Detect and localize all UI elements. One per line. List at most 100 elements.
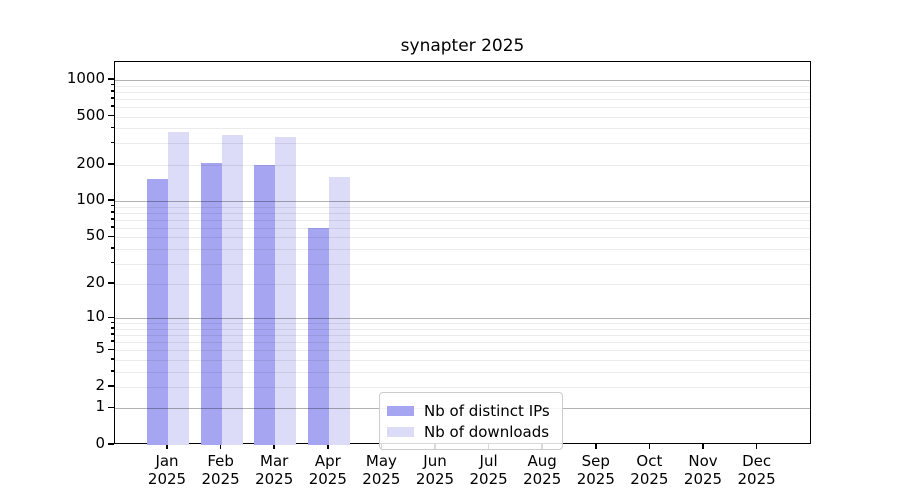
x-tick-year: 2025 <box>308 470 347 488</box>
x-tick-month: Nov <box>688 452 718 470</box>
y-minor-tick-mark <box>110 226 114 228</box>
x-tick-label: Jun 2025 <box>405 452 465 488</box>
legend-item-distinct-ips: Nb of distinct IPs <box>387 400 550 421</box>
y-tick-mark <box>108 78 114 80</box>
x-tick-label: Jul 2025 <box>459 452 519 488</box>
x-tick-label: Sep 2025 <box>566 452 626 488</box>
x-tick-label: Oct 2025 <box>619 452 679 488</box>
y-minor-tick-mark <box>110 141 114 144</box>
gridline-minor <box>115 128 810 130</box>
y-minor-tick-mark <box>110 370 114 372</box>
y-tick-label: 50 <box>85 226 105 245</box>
x-tick-label: Mar 2025 <box>244 452 304 488</box>
y-minor-tick-mark <box>110 218 114 220</box>
x-tick-month: Feb <box>207 452 234 470</box>
x-tick-year: 2025 <box>576 470 615 488</box>
gridline-minor <box>115 328 810 330</box>
y-minor-tick-mark <box>110 90 114 92</box>
x-tick-mark <box>648 444 651 449</box>
y-tick-label: 1000 <box>66 69 105 87</box>
x-tick-label: Jan 2025 <box>137 452 197 488</box>
y-minor-tick-mark <box>110 83 114 86</box>
gridline-minor <box>115 342 810 344</box>
x-tick-label: Apr 2025 <box>298 452 358 488</box>
gridline-minor <box>115 227 810 229</box>
legend-item-downloads: Nb of downloads <box>387 421 550 442</box>
gridline-minor <box>115 359 810 361</box>
bar-distinct-ips <box>307 227 329 445</box>
y-tick-label: 10 <box>85 307 105 326</box>
gridline-minor <box>115 212 810 214</box>
legend-swatch-downloads <box>387 426 414 437</box>
x-tick-mark <box>702 444 704 449</box>
x-tick-label: Nov 2025 <box>673 452 733 488</box>
gridline-minor <box>115 371 810 373</box>
x-tick-year: 2025 <box>469 470 508 488</box>
x-tick-year: 2025 <box>523 470 562 488</box>
gridline-minor <box>115 143 810 145</box>
x-tick-mark <box>273 444 275 449</box>
x-tick-year: 2025 <box>737 470 776 488</box>
x-tick-mark <box>595 444 597 449</box>
y-tick-label: 20 <box>85 273 105 292</box>
y-minor-tick-mark <box>110 97 114 99</box>
x-tick-year: 2025 <box>201 470 240 488</box>
y-minor-tick-mark <box>110 261 114 264</box>
y-tick-label: 0 <box>95 434 105 452</box>
gridline-minor <box>115 323 810 325</box>
gridline-minor <box>115 91 810 93</box>
y-tick-label: 2 <box>95 375 105 394</box>
legend-label-distinct-ips: Nb of distinct IPs <box>424 401 550 420</box>
x-tick-year: 2025 <box>255 470 294 488</box>
bar-downloads <box>221 135 243 445</box>
x-tick-month: Oct <box>636 452 663 470</box>
y-tick-mark <box>108 199 114 201</box>
x-tick-year: 2025 <box>147 470 187 488</box>
x-tick-label: Feb 2025 <box>191 452 251 488</box>
y-tick-mark <box>108 282 114 284</box>
x-tick-year: 2025 <box>362 470 401 488</box>
y-tick-mark <box>108 385 114 387</box>
gridline-minor <box>115 85 810 87</box>
chart-title: synapter 2025 <box>400 36 525 56</box>
gridline-major <box>115 318 810 320</box>
y-minor-tick-mark <box>110 105 114 107</box>
y-minor-tick-mark <box>110 321 114 324</box>
gridline-minor <box>115 335 810 337</box>
y-tick-label: 500 <box>76 105 105 124</box>
y-minor-tick-mark <box>110 126 114 129</box>
gridline-major <box>115 80 810 81</box>
legend-swatch-distinct-ips <box>387 405 414 416</box>
x-tick-month: Jan <box>155 452 179 470</box>
bar-downloads <box>168 131 189 445</box>
x-tick-month: Aug <box>527 452 557 470</box>
y-minor-tick-mark <box>110 211 114 213</box>
y-tick-mark <box>108 235 114 238</box>
x-tick-mark <box>219 444 222 449</box>
bar-distinct-ips <box>147 178 168 445</box>
bar-distinct-ips <box>254 165 276 445</box>
x-tick-mark <box>755 444 758 449</box>
y-tick-mark <box>108 316 114 319</box>
y-tick-label: 100 <box>76 190 105 209</box>
x-tick-month: Sep <box>581 452 610 470</box>
gridline-minor <box>115 219 810 221</box>
y-tick-mark <box>108 406 114 409</box>
bar-downloads <box>275 136 297 445</box>
gridline-minor <box>115 386 810 388</box>
x-tick-month: Dec <box>742 452 772 470</box>
x-tick-label: Aug 2025 <box>512 452 572 488</box>
gridline-minor <box>115 263 810 265</box>
y-tick-label: 1 <box>95 397 105 416</box>
gridline-minor <box>115 116 810 118</box>
y-minor-tick-mark <box>110 327 114 329</box>
y-minor-tick-mark <box>110 247 114 249</box>
legend-label-downloads: Nb of downloads <box>424 422 550 441</box>
y-tick-mark <box>108 348 114 351</box>
plot-area <box>114 61 811 445</box>
y-minor-tick-mark <box>110 358 114 360</box>
x-tick-month: Apr <box>314 452 341 470</box>
gridline-minor <box>115 106 810 108</box>
x-tick-month: May <box>365 452 397 470</box>
